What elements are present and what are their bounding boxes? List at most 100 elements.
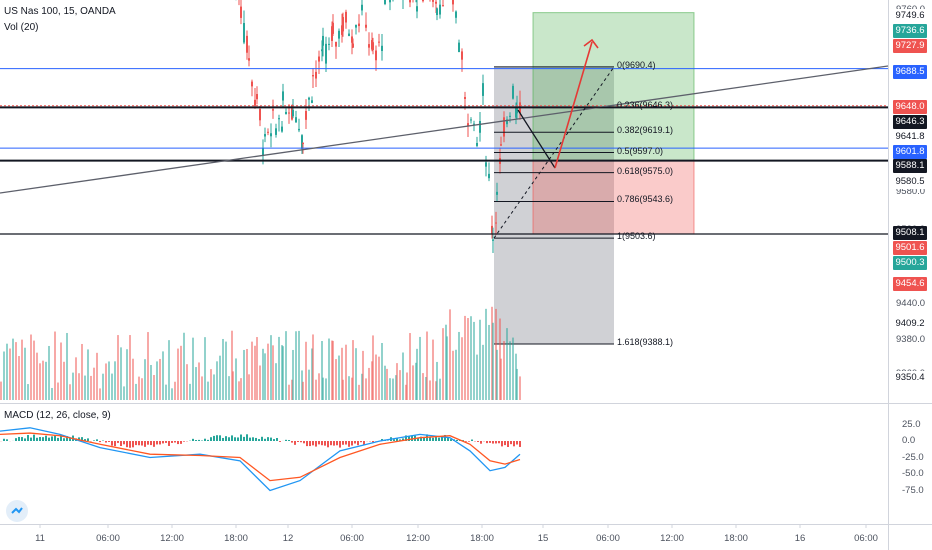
volume-bar <box>6 343 8 400</box>
candle-body <box>328 43 330 45</box>
volume-bar <box>256 337 258 400</box>
tradingview-logo-icon[interactable] <box>6 500 28 522</box>
volume-bar <box>519 376 521 400</box>
time-axis-label: 16 <box>794 533 806 544</box>
volume-bar <box>470 316 472 400</box>
volume-bar <box>449 309 451 400</box>
candle-body <box>348 33 350 36</box>
volume-bar <box>174 381 176 400</box>
fib-box <box>494 66 614 344</box>
price-tag[interactable]: 9580.5 <box>893 175 927 189</box>
volume-bar <box>66 332 68 400</box>
price-tag[interactable]: 9688.5 <box>893 65 927 79</box>
volume-bar <box>39 363 41 400</box>
volume-bar <box>153 375 155 400</box>
macd-histogram-bar <box>279 441 281 442</box>
volume-bar <box>488 324 490 400</box>
price-tag[interactable]: 9641.8 <box>893 130 927 144</box>
price-tag[interactable]: 9508.1 <box>893 226 927 240</box>
volume-bar <box>503 341 505 400</box>
price-axis-tick: 9380.0 <box>896 334 926 345</box>
time-axis-label: 06:00 <box>854 533 878 544</box>
price-tag[interactable]: 9500.3 <box>893 256 927 270</box>
macd-histogram-bar <box>249 437 251 441</box>
macd-histogram-bar <box>327 441 329 448</box>
macd-axis-tick: 0.0 <box>902 435 916 446</box>
volume-bar <box>126 349 128 400</box>
macd-histogram-bar <box>420 436 422 441</box>
volume-bar <box>455 349 457 400</box>
candle-body <box>308 97 310 100</box>
volume-bar <box>345 344 347 400</box>
candle-body <box>479 121 481 133</box>
volume-bar <box>216 361 218 400</box>
macd-histogram-bar <box>348 441 350 447</box>
price-tag[interactable]: 9648.0 <box>893 100 927 114</box>
price-tag[interactable]: 9646.3 <box>893 115 927 129</box>
macd-histogram-bar <box>468 441 470 442</box>
price-tag[interactable]: 9454.6 <box>893 277 927 291</box>
price-tag[interactable]: 9727.9 <box>893 39 927 53</box>
candle-body <box>365 24 367 28</box>
candle-body <box>439 4 441 15</box>
candle-body <box>470 119 472 121</box>
volume-bar <box>436 361 438 400</box>
candle-body <box>298 128 300 131</box>
volume-bar <box>368 367 370 400</box>
candle-body <box>262 148 264 157</box>
time-axis-label: 18:00 <box>470 533 494 544</box>
volume-bar <box>132 358 134 400</box>
macd-legend[interactable]: MACD (12, 26, close, 9) <box>4 410 111 421</box>
macd-histogram-bar <box>408 436 410 441</box>
candle-body <box>435 1 437 4</box>
volume-bar <box>262 348 264 400</box>
macd-histogram-bar <box>504 441 506 446</box>
macd-histogram-bar <box>495 441 497 444</box>
macd-histogram-bar <box>324 441 326 446</box>
price-tag[interactable]: 9501.6 <box>893 241 927 255</box>
candle-body <box>342 17 344 32</box>
candle-body <box>243 22 245 43</box>
volume-bar <box>332 340 334 400</box>
volume-bar <box>452 350 454 400</box>
macd-histogram-bar <box>519 441 521 447</box>
volume-bar <box>254 345 256 400</box>
volume-bar <box>186 364 188 400</box>
time-axis-label: 12 <box>282 533 294 544</box>
price-tag[interactable]: 9749.6 <box>893 9 927 23</box>
volume-legend[interactable]: Vol (20) <box>4 22 39 33</box>
macd-histogram-bar <box>513 441 515 447</box>
macd-histogram-bar <box>234 437 236 441</box>
volume-bar <box>33 340 35 400</box>
volume-bar <box>90 375 92 400</box>
price-tag[interactable]: 9736.6 <box>893 24 927 38</box>
macd-histogram-bar <box>3 438 5 441</box>
macd-histogram-bar <box>210 437 212 441</box>
fib-level-label: 0.5(9597.0) <box>617 145 664 156</box>
time-axis-label: 15 <box>537 533 549 544</box>
price-tag[interactable]: 9409.2 <box>893 317 927 331</box>
macd-histogram-bar <box>165 441 167 443</box>
price-tag[interactable]: 9601.8 <box>893 145 927 159</box>
macd-histogram-bar <box>195 440 197 441</box>
macd-histogram-bar <box>498 441 500 444</box>
candle-body <box>246 35 248 53</box>
macd-histogram-bar <box>516 441 518 445</box>
macd-histogram-bar <box>399 439 401 441</box>
volume-bar <box>45 361 47 400</box>
volume-bar <box>285 331 287 400</box>
macd-histogram-bar <box>351 441 353 446</box>
candle-body <box>442 5 444 7</box>
volume-bar <box>251 341 253 400</box>
price-tag[interactable]: 9588.1 <box>893 159 927 173</box>
macd-histogram-bar <box>177 441 179 445</box>
macd-histogram-bar <box>432 437 434 441</box>
volume-bar <box>180 345 182 400</box>
fib-level-label: 0.618(9575.0) <box>617 165 674 176</box>
macd-histogram-bar <box>156 441 158 445</box>
price-tag[interactable]: 9350.4 <box>893 371 927 385</box>
macd-histogram-bar <box>258 439 260 441</box>
symbol-legend[interactable]: US Nas 100, 15, OANDA <box>4 6 116 17</box>
macd-histogram-bar <box>150 441 152 446</box>
